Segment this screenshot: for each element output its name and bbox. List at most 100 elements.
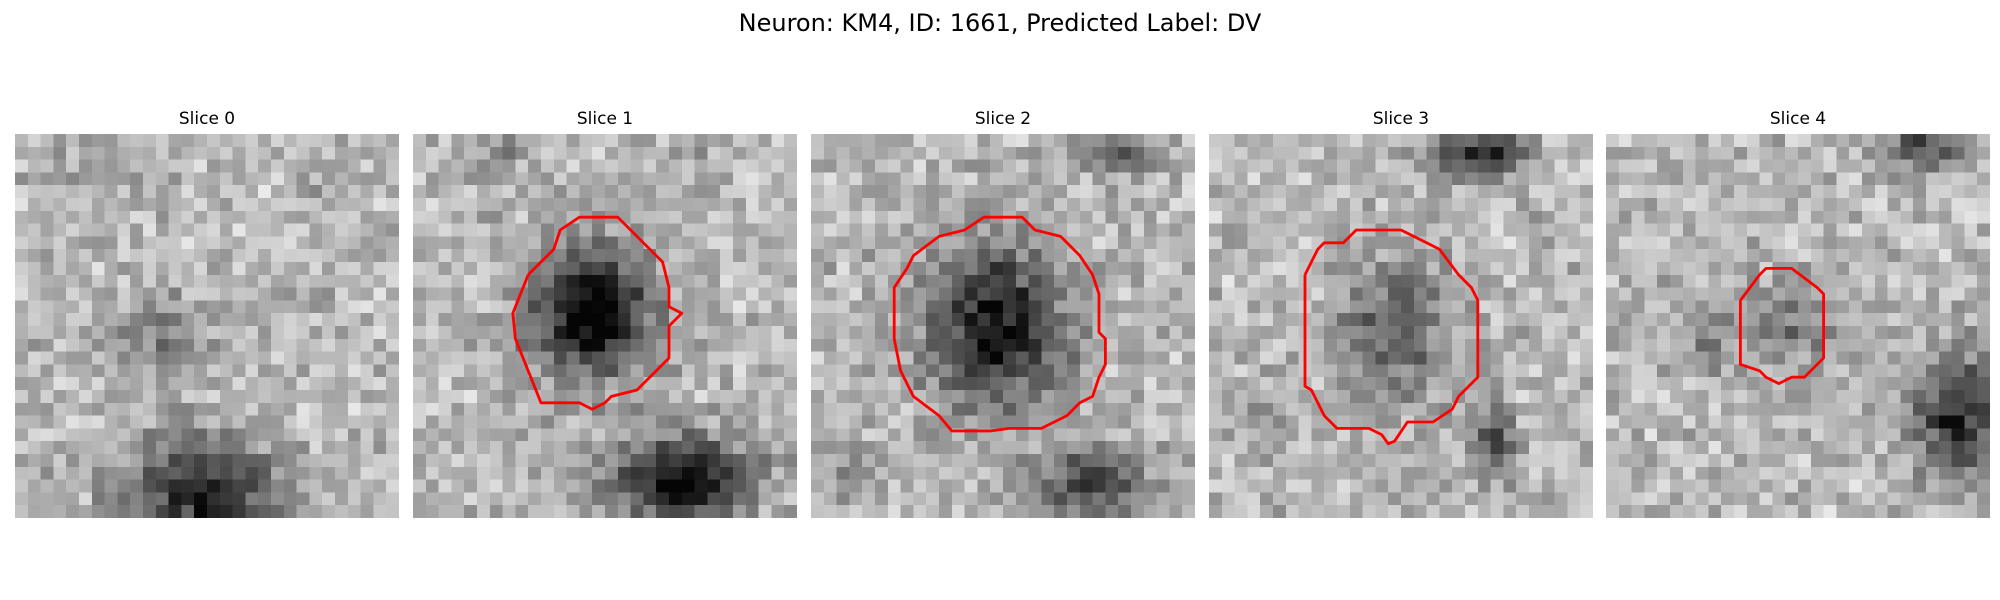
pixel-cell <box>1798 492 1812 506</box>
pixel-cell <box>245 274 259 288</box>
pixel-cell <box>862 146 876 160</box>
pixel-cell <box>605 159 619 173</box>
pixel-cell <box>1156 351 1170 365</box>
pixel-cell <box>464 134 478 148</box>
pixel-cell <box>1324 185 1338 199</box>
pixel-cell <box>1105 338 1119 352</box>
pixel-cell <box>1836 326 1850 340</box>
pixel-cell <box>15 326 29 340</box>
pixel-cell <box>1631 300 1645 314</box>
pixel-cell <box>1554 351 1568 365</box>
pixel-cell <box>823 377 837 391</box>
pixel-cell <box>643 505 657 518</box>
pixel-cell <box>951 210 965 224</box>
pixel-cell <box>579 390 593 404</box>
pixel-cell <box>1260 210 1274 224</box>
pixel-cell <box>1260 287 1274 301</box>
pixel-cell <box>1067 338 1081 352</box>
pixel-cell <box>964 210 978 224</box>
pixel-cell <box>643 390 657 404</box>
pixel-cell <box>1375 454 1389 468</box>
pixel-cell <box>322 134 336 148</box>
pixel-cell <box>1054 134 1068 148</box>
pixel-cell <box>451 159 465 173</box>
pixel-cell <box>1349 185 1363 199</box>
pixel-cell <box>1798 185 1812 199</box>
pixel-cell <box>1413 466 1427 480</box>
pixel-cell <box>155 313 169 327</box>
pixel-cell <box>1657 287 1671 301</box>
pixel-cell <box>1516 441 1530 455</box>
pixel-cell <box>1874 287 1888 301</box>
pixel-cell <box>1003 390 1017 404</box>
pixel-cell <box>271 466 285 480</box>
pixel-cell <box>720 210 734 224</box>
pixel-cell <box>283 159 297 173</box>
pixel-cell <box>1477 262 1491 276</box>
pixel-cell <box>130 364 144 378</box>
pixel-cell <box>1465 134 1479 148</box>
pixel-cell <box>1247 377 1261 391</box>
pixel-cell <box>347 479 361 493</box>
pixel-cell <box>1118 300 1132 314</box>
pixel-cell <box>1977 326 1990 340</box>
pixel-cell <box>900 466 914 480</box>
pixel-cell <box>1054 428 1068 442</box>
pixel-cell <box>1273 198 1287 212</box>
pixel-cell <box>733 326 747 340</box>
pixel-cell <box>1439 313 1453 327</box>
pixel-cell <box>373 364 387 378</box>
pixel-cell <box>1079 466 1093 480</box>
pixel-cell <box>1285 377 1299 391</box>
pixel-cell <box>1131 377 1145 391</box>
pixel-cell <box>1003 466 1017 480</box>
pixel-cell <box>1938 146 1952 160</box>
pixel-cell <box>1337 159 1351 173</box>
pixel-cell <box>451 326 465 340</box>
pixel-cell <box>1311 313 1325 327</box>
pixel-cell <box>1836 172 1850 186</box>
pixel-cell <box>1849 300 1863 314</box>
pixel-cell <box>990 300 1004 314</box>
pixel-cell <box>1657 479 1671 493</box>
pixel-cell <box>1554 185 1568 199</box>
pixel-cell <box>1285 441 1299 455</box>
pixel-cell <box>875 326 889 340</box>
pixel-cell <box>926 492 940 506</box>
pixel-cell <box>1951 262 1965 276</box>
pixel-cell <box>939 466 953 480</box>
pixel-cell <box>1759 172 1773 186</box>
pixel-cell <box>296 287 310 301</box>
pixel-cell <box>823 198 837 212</box>
pixel-cell <box>1362 479 1376 493</box>
pixel-cell <box>335 185 349 199</box>
pixel-cell <box>130 351 144 365</box>
pixel-cell <box>91 249 105 263</box>
pixel-cell <box>360 338 374 352</box>
pixel-cell <box>27 249 41 263</box>
pixel-cell <box>168 198 182 212</box>
pixel-cell <box>515 172 529 186</box>
pixel-cell <box>1913 351 1927 365</box>
pixel-cell <box>1401 300 1415 314</box>
pixel-cell <box>1772 338 1786 352</box>
pixel-cell <box>681 287 695 301</box>
pixel-cell <box>40 338 54 352</box>
pixel-cell <box>1836 390 1850 404</box>
pixel-cell <box>1541 326 1555 340</box>
pixel-cell <box>489 262 503 276</box>
pixel-cell <box>91 454 105 468</box>
pixel-cell <box>1862 262 1876 276</box>
pixel-cell <box>784 441 797 455</box>
pixel-cell <box>1209 402 1223 416</box>
pixel-cell <box>836 428 850 442</box>
pixel-cell <box>1169 466 1183 480</box>
pixel-cell <box>27 146 41 160</box>
pixel-cell <box>296 479 310 493</box>
pixel-cell <box>823 287 837 301</box>
pixel-cell <box>849 172 863 186</box>
pixel-cell <box>1874 236 1888 250</box>
pixel-cell <box>1567 198 1581 212</box>
pixel-cell <box>181 134 195 148</box>
pixel-cell <box>271 364 285 378</box>
